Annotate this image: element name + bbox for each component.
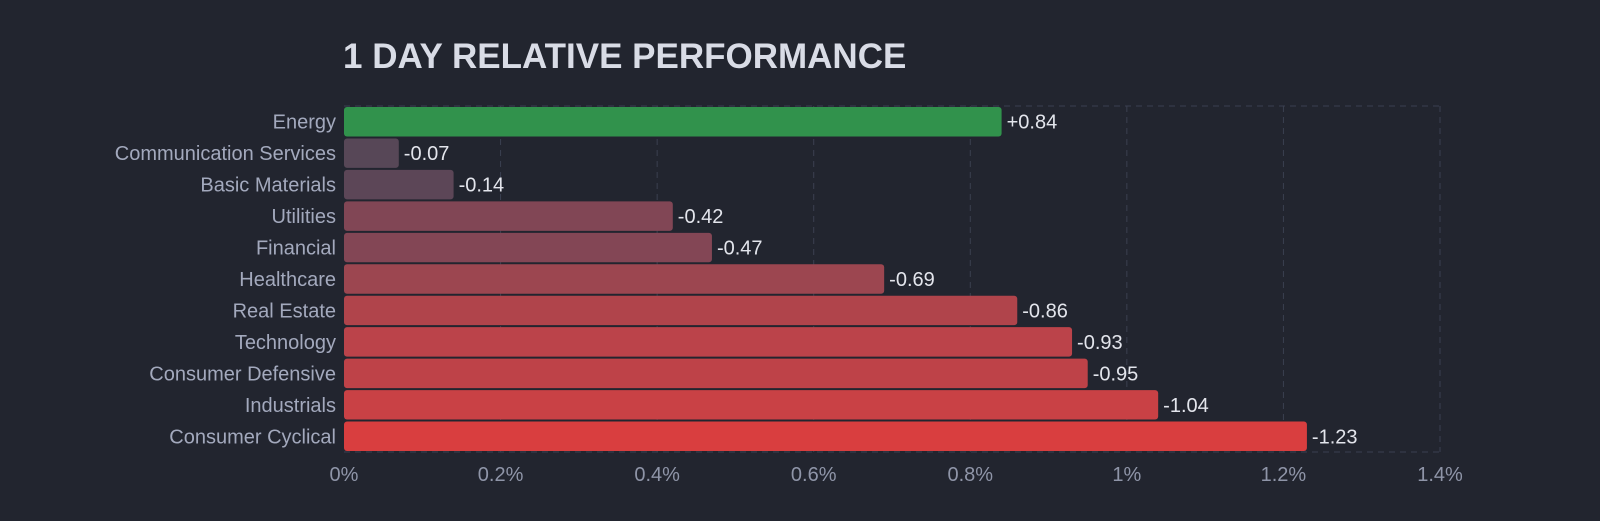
category-label: Basic Materials [200, 175, 336, 197]
value-label: +0.84 [1007, 112, 1058, 134]
value-label: -0.47 [717, 238, 763, 260]
category-label: Utilities [272, 206, 336, 228]
category-label: Industrials [245, 395, 336, 417]
x-tick-label: 1.2% [1261, 464, 1307, 486]
value-label: -0.07 [404, 143, 450, 165]
bar [344, 264, 885, 294]
category-label: Communication Services [115, 143, 336, 165]
category-labels: Energy Communication Services Basic Materi… [115, 112, 336, 449]
x-tick-label: 0.6% [791, 464, 837, 486]
value-label: -0.95 [1093, 363, 1139, 385]
value-label: -0.93 [1077, 332, 1123, 354]
category-label: Healthcare [239, 269, 336, 291]
bar [344, 201, 673, 231]
bar [344, 295, 1018, 326]
value-label: -0.42 [678, 206, 724, 228]
x-tick-label: 1% [1112, 464, 1141, 486]
bar [344, 390, 1159, 420]
bar [344, 232, 712, 263]
category-label: Consumer Cyclical [169, 426, 336, 448]
value-label: -1.04 [1163, 395, 1209, 417]
bar [344, 327, 1073, 357]
x-axis-ticks: 0% 0.2% 0.4% 0.6% 0.8% 1% 1.2% 1.4% [330, 464, 1463, 486]
x-tick-label: 0.2% [478, 464, 524, 486]
x-tick-label: 0.8% [947, 464, 993, 486]
value-labels: +0.84 -0.07 -0.14 -0.42 -0.47 -0.69 -0.86 -0.93… [404, 112, 1358, 449]
chart-title: 1 DAY RELATIVE PERFORMANCE [343, 37, 906, 76]
category-label: Technology [235, 332, 336, 354]
bar [344, 107, 1002, 137]
category-label: Energy [273, 112, 336, 134]
value-label: -0.14 [459, 175, 505, 197]
x-tick-label: 0% [330, 464, 359, 486]
value-label: -0.86 [1022, 300, 1068, 322]
bar [344, 421, 1307, 451]
category-label: Real Estate [233, 300, 336, 322]
x-tick-label: 1.4% [1417, 464, 1463, 486]
x-tick-label: 0.4% [634, 464, 680, 486]
bar [344, 138, 399, 168]
value-label: -0.69 [889, 269, 935, 291]
category-label: Consumer Defensive [149, 363, 336, 385]
value-label: -1.23 [1312, 426, 1358, 448]
category-label: Financial [256, 238, 336, 260]
bar [344, 358, 1088, 389]
bars [344, 107, 1307, 451]
bar [344, 169, 454, 200]
